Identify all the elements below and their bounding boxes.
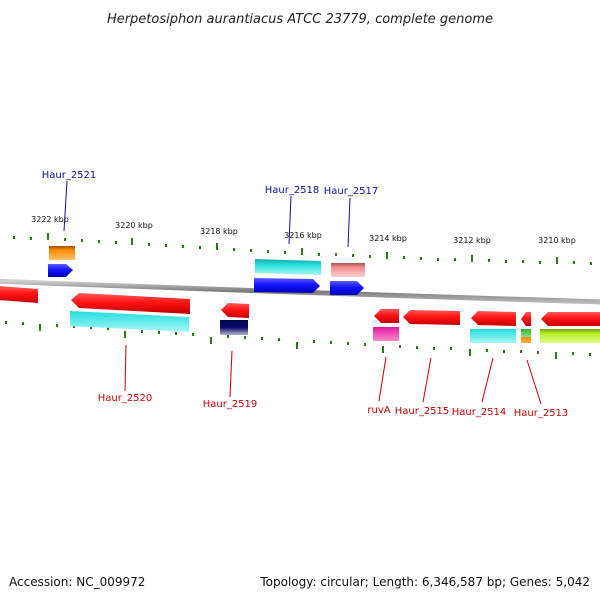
gene-feature-haur-2517[interactable]: [330, 281, 364, 295]
gene-label-haur-2521[interactable]: Haur_2521: [42, 170, 97, 181]
gene-feature-haur-2513[interactable]: [521, 312, 531, 326]
scale-label-3214: 3214 kbp: [369, 234, 407, 243]
scale-label-3222: 3222 kbp: [31, 215, 69, 224]
gene-feature-haur-2521[interactable]: [48, 264, 73, 277]
gene-feature-haur-2519[interactable]: [221, 303, 249, 318]
forward-strand-genes: [48, 246, 365, 295]
gene-label-haur-2518[interactable]: Haur_2518: [265, 185, 320, 196]
gene-feature-haur-2515[interactable]: [403, 310, 460, 325]
gene-feature[interactable]: [0, 286, 38, 303]
scale-ticks-bottom: [5, 321, 591, 359]
scale-ticks-top: [13, 233, 592, 265]
gene-feature[interactable]: [49, 246, 75, 260]
gene-feature[interactable]: [70, 311, 189, 332]
genome-summary-text: Topology: circular; Length: 6,346,587 bp…: [259, 575, 590, 589]
gene-feature[interactable]: [521, 337, 531, 343]
scale-label-3210: 3210 kbp: [538, 236, 576, 245]
gene-feature[interactable]: [255, 259, 321, 275]
gene-feature-haur-2514[interactable]: [471, 311, 516, 326]
gene-label-haur-2517[interactable]: Haur_2517: [324, 186, 379, 197]
gene-feature[interactable]: [541, 312, 600, 326]
gene-label-haur-2515[interactable]: Haur_2515: [395, 406, 450, 417]
gene-feature[interactable]: [521, 329, 531, 337]
gene-feature[interactable]: [540, 329, 600, 343]
gene-label-haur-2520[interactable]: Haur_2520: [98, 393, 153, 404]
gene-label-haur-2514[interactable]: Haur_2514: [452, 407, 507, 418]
gene-feature[interactable]: [220, 320, 248, 335]
label-leaders: [63, 180, 542, 405]
gene-feature[interactable]: [470, 329, 516, 343]
gene-feature-haur-2520[interactable]: [71, 293, 190, 314]
map-title: Herpetosiphon aurantiacus ATCC 23779, co…: [107, 12, 493, 27]
scale-label-3212: 3212 kbp: [453, 236, 491, 245]
gene-label-ruva[interactable]: ruvA: [367, 405, 390, 416]
reverse-strand-genes: [0, 286, 600, 343]
scale-label-3218: 3218 kbp: [200, 227, 238, 236]
gene-feature[interactable]: [331, 263, 365, 277]
gene-label-haur-2519[interactable]: Haur_2519: [203, 399, 258, 410]
gene-feature-ruva[interactable]: [374, 309, 399, 323]
gene-feature-haur-2518[interactable]: [254, 278, 320, 293]
scale-label-3216: 3216 kbp: [284, 231, 322, 240]
gene-feature[interactable]: [373, 327, 399, 341]
accession-text: Accession: NC_009972: [9, 575, 145, 589]
gene-label-haur-2513[interactable]: Haur_2513: [514, 408, 569, 419]
scale-label-3220: 3220 kbp: [115, 221, 153, 230]
